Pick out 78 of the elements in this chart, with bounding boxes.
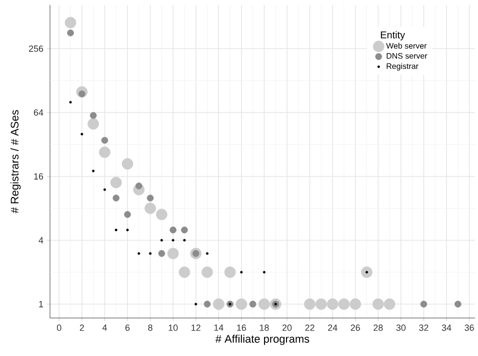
point: [110, 176, 122, 188]
point: [204, 300, 211, 308]
x-tick-label: 6: [125, 324, 130, 331]
point: [148, 252, 152, 255]
point: [90, 112, 97, 119]
x-tick-label: 2: [80, 324, 84, 331]
point: [224, 266, 236, 278]
x-tick-label: 30: [396, 324, 406, 331]
point: [361, 266, 372, 278]
y-axis-title: # Registrars / # ASes: [10, 110, 21, 214]
point: [315, 298, 327, 310]
point: [181, 226, 188, 234]
y-tick-label: 64: [34, 109, 44, 116]
point: [420, 300, 428, 308]
point: [92, 170, 95, 172]
x-tick-label: 12: [192, 324, 200, 331]
point: [124, 211, 131, 218]
point: [80, 132, 84, 136]
legend-title: Entity: [380, 31, 406, 40]
x-tick-label: 14: [214, 324, 224, 331]
point: [194, 302, 198, 306]
point: [126, 228, 129, 232]
x-tick-label: 0: [56, 324, 62, 331]
x-tick-label: 20: [282, 324, 292, 331]
point: [135, 182, 142, 190]
x-tick-label: 24: [328, 324, 338, 331]
point: [167, 248, 179, 260]
point: [384, 298, 396, 310]
point: [98, 146, 110, 158]
y-tick-label: 256: [28, 45, 44, 52]
point: [172, 238, 174, 242]
x-tick-label: 36: [464, 324, 474, 331]
point: [262, 270, 266, 274]
x-tick-label: 26: [350, 324, 360, 331]
point: [160, 238, 163, 242]
point: [112, 194, 120, 202]
point: [64, 16, 76, 28]
point: [156, 208, 168, 220]
y-tick-label: 4: [38, 237, 44, 244]
point: [114, 228, 118, 232]
point: [183, 238, 186, 242]
x-tick-label: 28: [374, 324, 383, 331]
point: [170, 226, 176, 234]
point: [258, 298, 270, 310]
x-tick-label: 4: [102, 324, 107, 331]
point: [236, 298, 248, 310]
point: [240, 270, 243, 274]
x-axis-title: # Affiliate programs: [215, 334, 310, 345]
point: [249, 300, 256, 308]
point: [67, 30, 74, 36]
x-tick-label: 16: [237, 324, 246, 331]
point: [350, 298, 362, 310]
point: [338, 298, 350, 310]
point: [326, 298, 338, 310]
point: [88, 118, 99, 130]
point: [144, 202, 156, 214]
y-tick-label: 1: [39, 301, 44, 308]
point: [146, 194, 154, 202]
point: [103, 188, 106, 191]
point: [122, 158, 134, 170]
x-tick-label: 18: [260, 324, 269, 331]
point: [158, 250, 166, 257]
point: [138, 252, 140, 255]
x-tick-label: 8: [148, 324, 152, 331]
x-tick-label: 10: [168, 324, 178, 331]
point: [202, 266, 213, 278]
y-tick-label: 16: [34, 173, 44, 180]
point: [372, 298, 384, 310]
x-tick-label: 22: [305, 324, 314, 331]
point: [206, 252, 209, 255]
point: [454, 300, 462, 308]
x-tick-label: 32: [419, 324, 428, 331]
point: [212, 298, 224, 310]
point: [178, 266, 190, 278]
point: [101, 136, 108, 144]
point: [304, 298, 316, 310]
point: [69, 100, 72, 104]
x-tick-label: 34: [442, 324, 452, 331]
